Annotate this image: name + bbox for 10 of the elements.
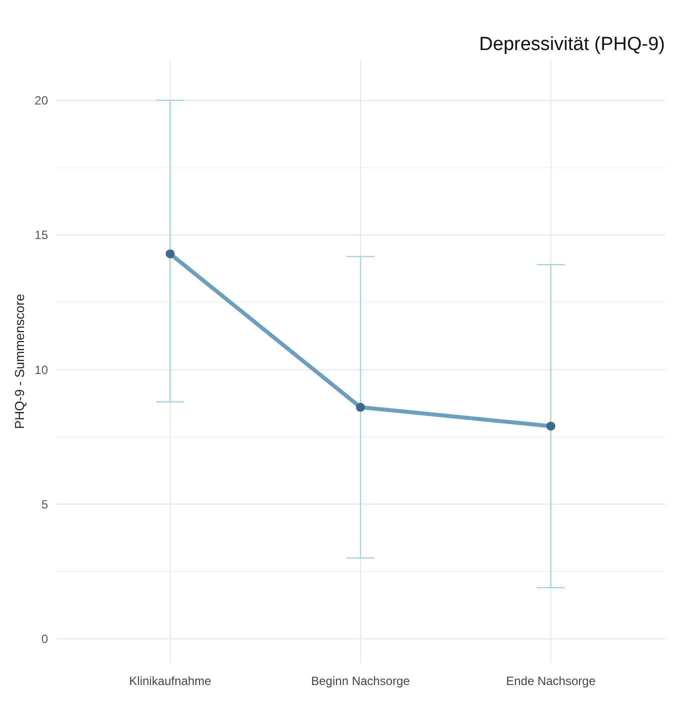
y-tick-label: 0 — [41, 632, 48, 646]
y-tick-label: 5 — [41, 497, 48, 512]
chart-title: Depressivität (PHQ-9) — [479, 34, 665, 55]
x-tick-label: Klinikaufnahme — [129, 674, 212, 688]
y-tick-label: 20 — [34, 94, 48, 108]
x-tick-label: Ende Nachsorge — [506, 674, 596, 688]
x-tick-label: Beginn Nachsorge — [311, 674, 410, 688]
y-tick-label: 10 — [34, 362, 48, 377]
y-axis-title: PHQ-9 - Summenscore — [12, 294, 27, 430]
y-tick-label: 15 — [34, 228, 48, 242]
